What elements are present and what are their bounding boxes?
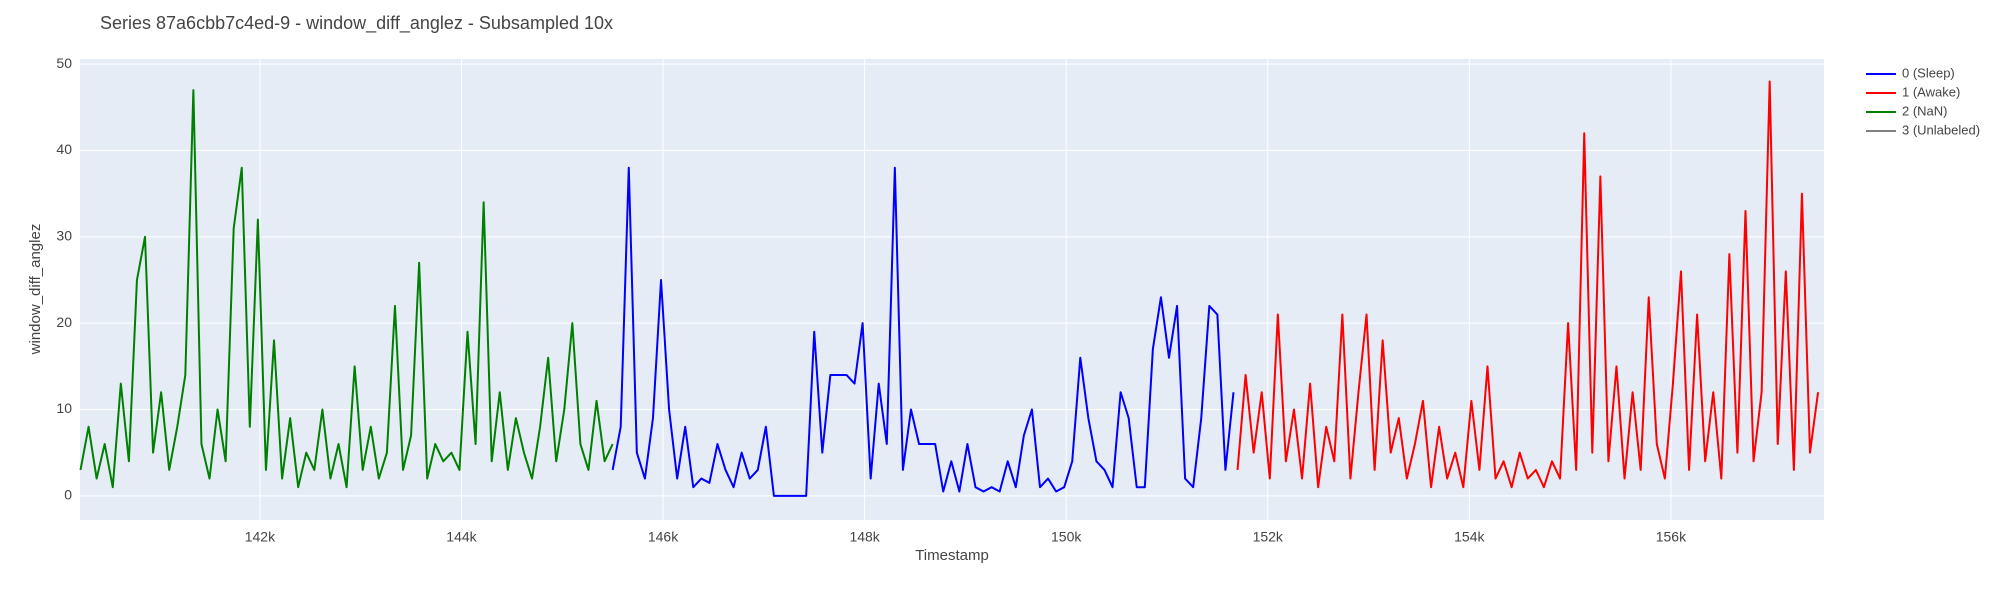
legend-label: 0 (Sleep) [1902,65,1955,80]
x-tick-label: 142k [245,529,276,545]
x-tick-label: 148k [849,529,880,545]
y-tick-label: 20 [56,314,72,330]
plot-area [80,59,1824,520]
series-line [1236,80,1820,489]
x-tick-label: 152k [1253,529,1284,545]
y-tick-label: 30 [56,228,72,244]
x-tick-label: 146k [648,529,679,545]
x-tick-label: 156k [1656,529,1687,545]
legend-label: 3 (Unlabeled) [1902,122,1980,137]
x-tick-label: 150k [1051,529,1082,545]
y-tick-label: 10 [56,400,72,416]
x-tick-label: 154k [1454,529,1485,545]
legend-label: 1 (Awake) [1902,84,1960,99]
y-axis-title: window_diff_anglez [27,224,44,356]
y-tick-label: 50 [56,55,72,71]
chart-title: Series 87a6cbb7c4ed-9 - window_diff_angl… [100,13,613,34]
legend-label: 2 (NaN) [1902,103,1948,118]
y-tick-label: 0 [64,487,72,503]
x-tick-label: 144k [446,529,477,545]
series-line [79,89,614,489]
series-line [611,166,1235,497]
x-axis-title: Timestamp [915,547,989,564]
y-tick-label: 40 [56,141,72,157]
